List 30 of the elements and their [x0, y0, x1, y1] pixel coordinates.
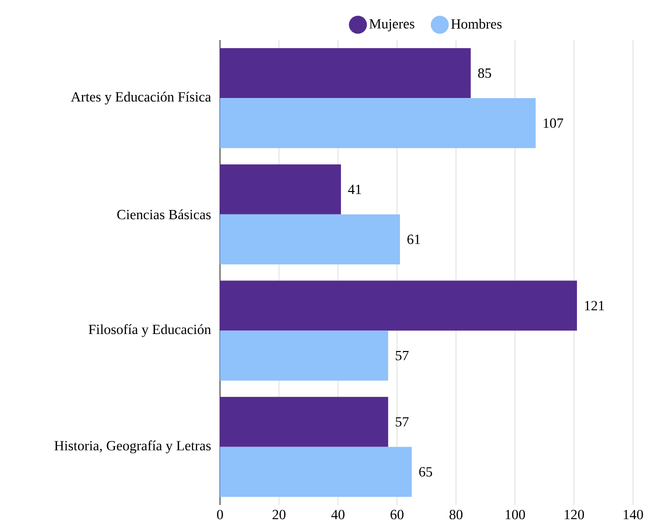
legend-label: Hombres — [451, 18, 502, 29]
bar — [220, 280, 577, 331]
data-label: 61 — [407, 234, 420, 244]
data-label: 85 — [478, 68, 492, 78]
data-label: 41 — [348, 184, 361, 194]
x-tick-label: 120 — [564, 510, 584, 520]
legend-label: Mujeres — [369, 19, 414, 32]
data-label: 65 — [419, 467, 432, 477]
x-tick-label: 20 — [272, 510, 286, 520]
bar — [220, 330, 388, 381]
data-label: 107 — [544, 118, 564, 128]
x-tick-label: 140 — [624, 510, 643, 520]
data-label: 57 — [396, 350, 409, 360]
x-tick-label: 0 — [217, 510, 223, 520]
x-tick-label: 60 — [390, 510, 404, 520]
bar — [220, 446, 412, 497]
y-tick-label: Artes y Educación Física — [70, 92, 211, 104]
x-tick-label: 80 — [450, 510, 462, 520]
data-label: 57 — [396, 417, 409, 427]
bar — [220, 48, 471, 98]
data-label: 121 — [585, 300, 604, 310]
bar — [220, 164, 341, 214]
y-tick-label: Ciencias Básicas — [117, 209, 211, 220]
bar — [220, 214, 400, 264]
y-tick-label: Filosofía y Educación — [88, 324, 211, 338]
y-tick-label: Historia, Geografía y Letras — [54, 440, 211, 454]
x-tick-label: 100 — [506, 510, 525, 520]
bar — [220, 396, 388, 447]
x-tick-label: 40 — [331, 510, 344, 520]
bar — [220, 98, 536, 148]
